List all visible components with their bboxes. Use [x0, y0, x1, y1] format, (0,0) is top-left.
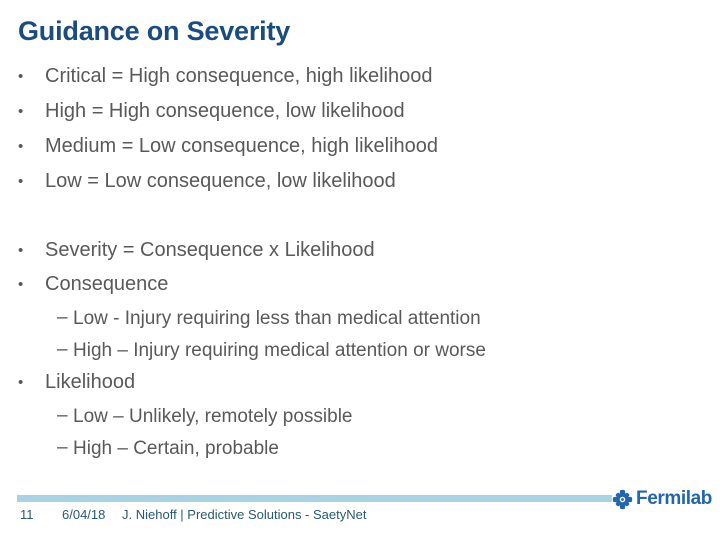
bullet-text: Critical = High consequence, high likeli…	[45, 65, 433, 87]
slide-title: Guidance on Severity	[18, 16, 291, 46]
sub-bullet-item: – Low - Injury requiring less than medica…	[0, 306, 700, 338]
bullet-item: • Critical = High consequence, high likel…	[0, 64, 700, 99]
bullet-dot: •	[18, 242, 24, 259]
bullet-dot: •	[18, 173, 24, 190]
bullet-dot: •	[18, 374, 24, 391]
bullet-text: Low – Unlikely, remotely possible	[73, 406, 353, 427]
dash-marker: –	[57, 405, 68, 426]
bullet-item: • Severity = Consequence x Likelihood	[0, 238, 700, 272]
bullet-text: Medium = Low consequence, high likelihoo…	[45, 135, 439, 157]
footer-divider-bar	[17, 495, 612, 502]
fermilab-logo: Fermilab	[612, 488, 712, 510]
bullet-text: High – Certain, probable	[73, 438, 279, 459]
bullet-item: • Low = Low consequence, low likelihood	[0, 169, 700, 204]
bullet-dot: •	[18, 138, 24, 155]
bullet-text: Severity = Consequence x Likelihood	[45, 239, 375, 261]
bullet-dot: •	[18, 103, 24, 120]
bullet-text: Low - Injury requiring less than medical…	[73, 308, 481, 329]
footer-date: 6/04/18	[62, 507, 106, 522]
bullet-dot: •	[18, 68, 24, 85]
dash-marker: –	[57, 307, 68, 328]
bullet-text: Likelihood	[45, 371, 136, 393]
bullet-group-definitions: • Critical = High consequence, high likel…	[0, 64, 700, 204]
dash-marker: –	[57, 339, 68, 360]
dash-marker: –	[57, 437, 68, 458]
bullet-dot: •	[18, 276, 24, 293]
bullet-item: • High = High consequence, low likelihood	[0, 99, 700, 134]
fermilab-wordmark: Fermilab	[636, 488, 712, 509]
bullet-text: Consequence	[45, 273, 169, 295]
bullet-item: • Medium = Low consequence, high likeliho…	[0, 134, 700, 169]
sub-bullet-item: – High – Certain, probable	[0, 436, 700, 468]
bullet-group-severity-formula: • Severity = Consequence x Likelihood • Con…	[0, 238, 700, 468]
bullet-item: • Likelihood	[0, 370, 700, 404]
slide-number: 11	[20, 507, 34, 522]
bullet-text: High = High consequence, low likelihood	[45, 100, 405, 122]
fermilab-gear-icon	[612, 489, 633, 509]
bullet-text: Low = Low consequence, low likelihood	[45, 170, 396, 192]
sub-bullet-item: – High – Injury requiring medical attenti…	[0, 338, 700, 370]
sub-bullet-item: – Low – Unlikely, remotely possible	[0, 404, 700, 436]
bullet-text: High – Injury requiring medical attentio…	[73, 340, 486, 361]
bullet-item: • Consequence	[0, 272, 700, 306]
footer-attribution: J. Niehoff | Predictive Solutions - Saet…	[122, 507, 367, 522]
